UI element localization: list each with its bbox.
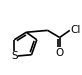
Text: Cl: Cl bbox=[70, 25, 81, 35]
Text: S: S bbox=[11, 51, 18, 61]
Text: O: O bbox=[56, 47, 64, 58]
